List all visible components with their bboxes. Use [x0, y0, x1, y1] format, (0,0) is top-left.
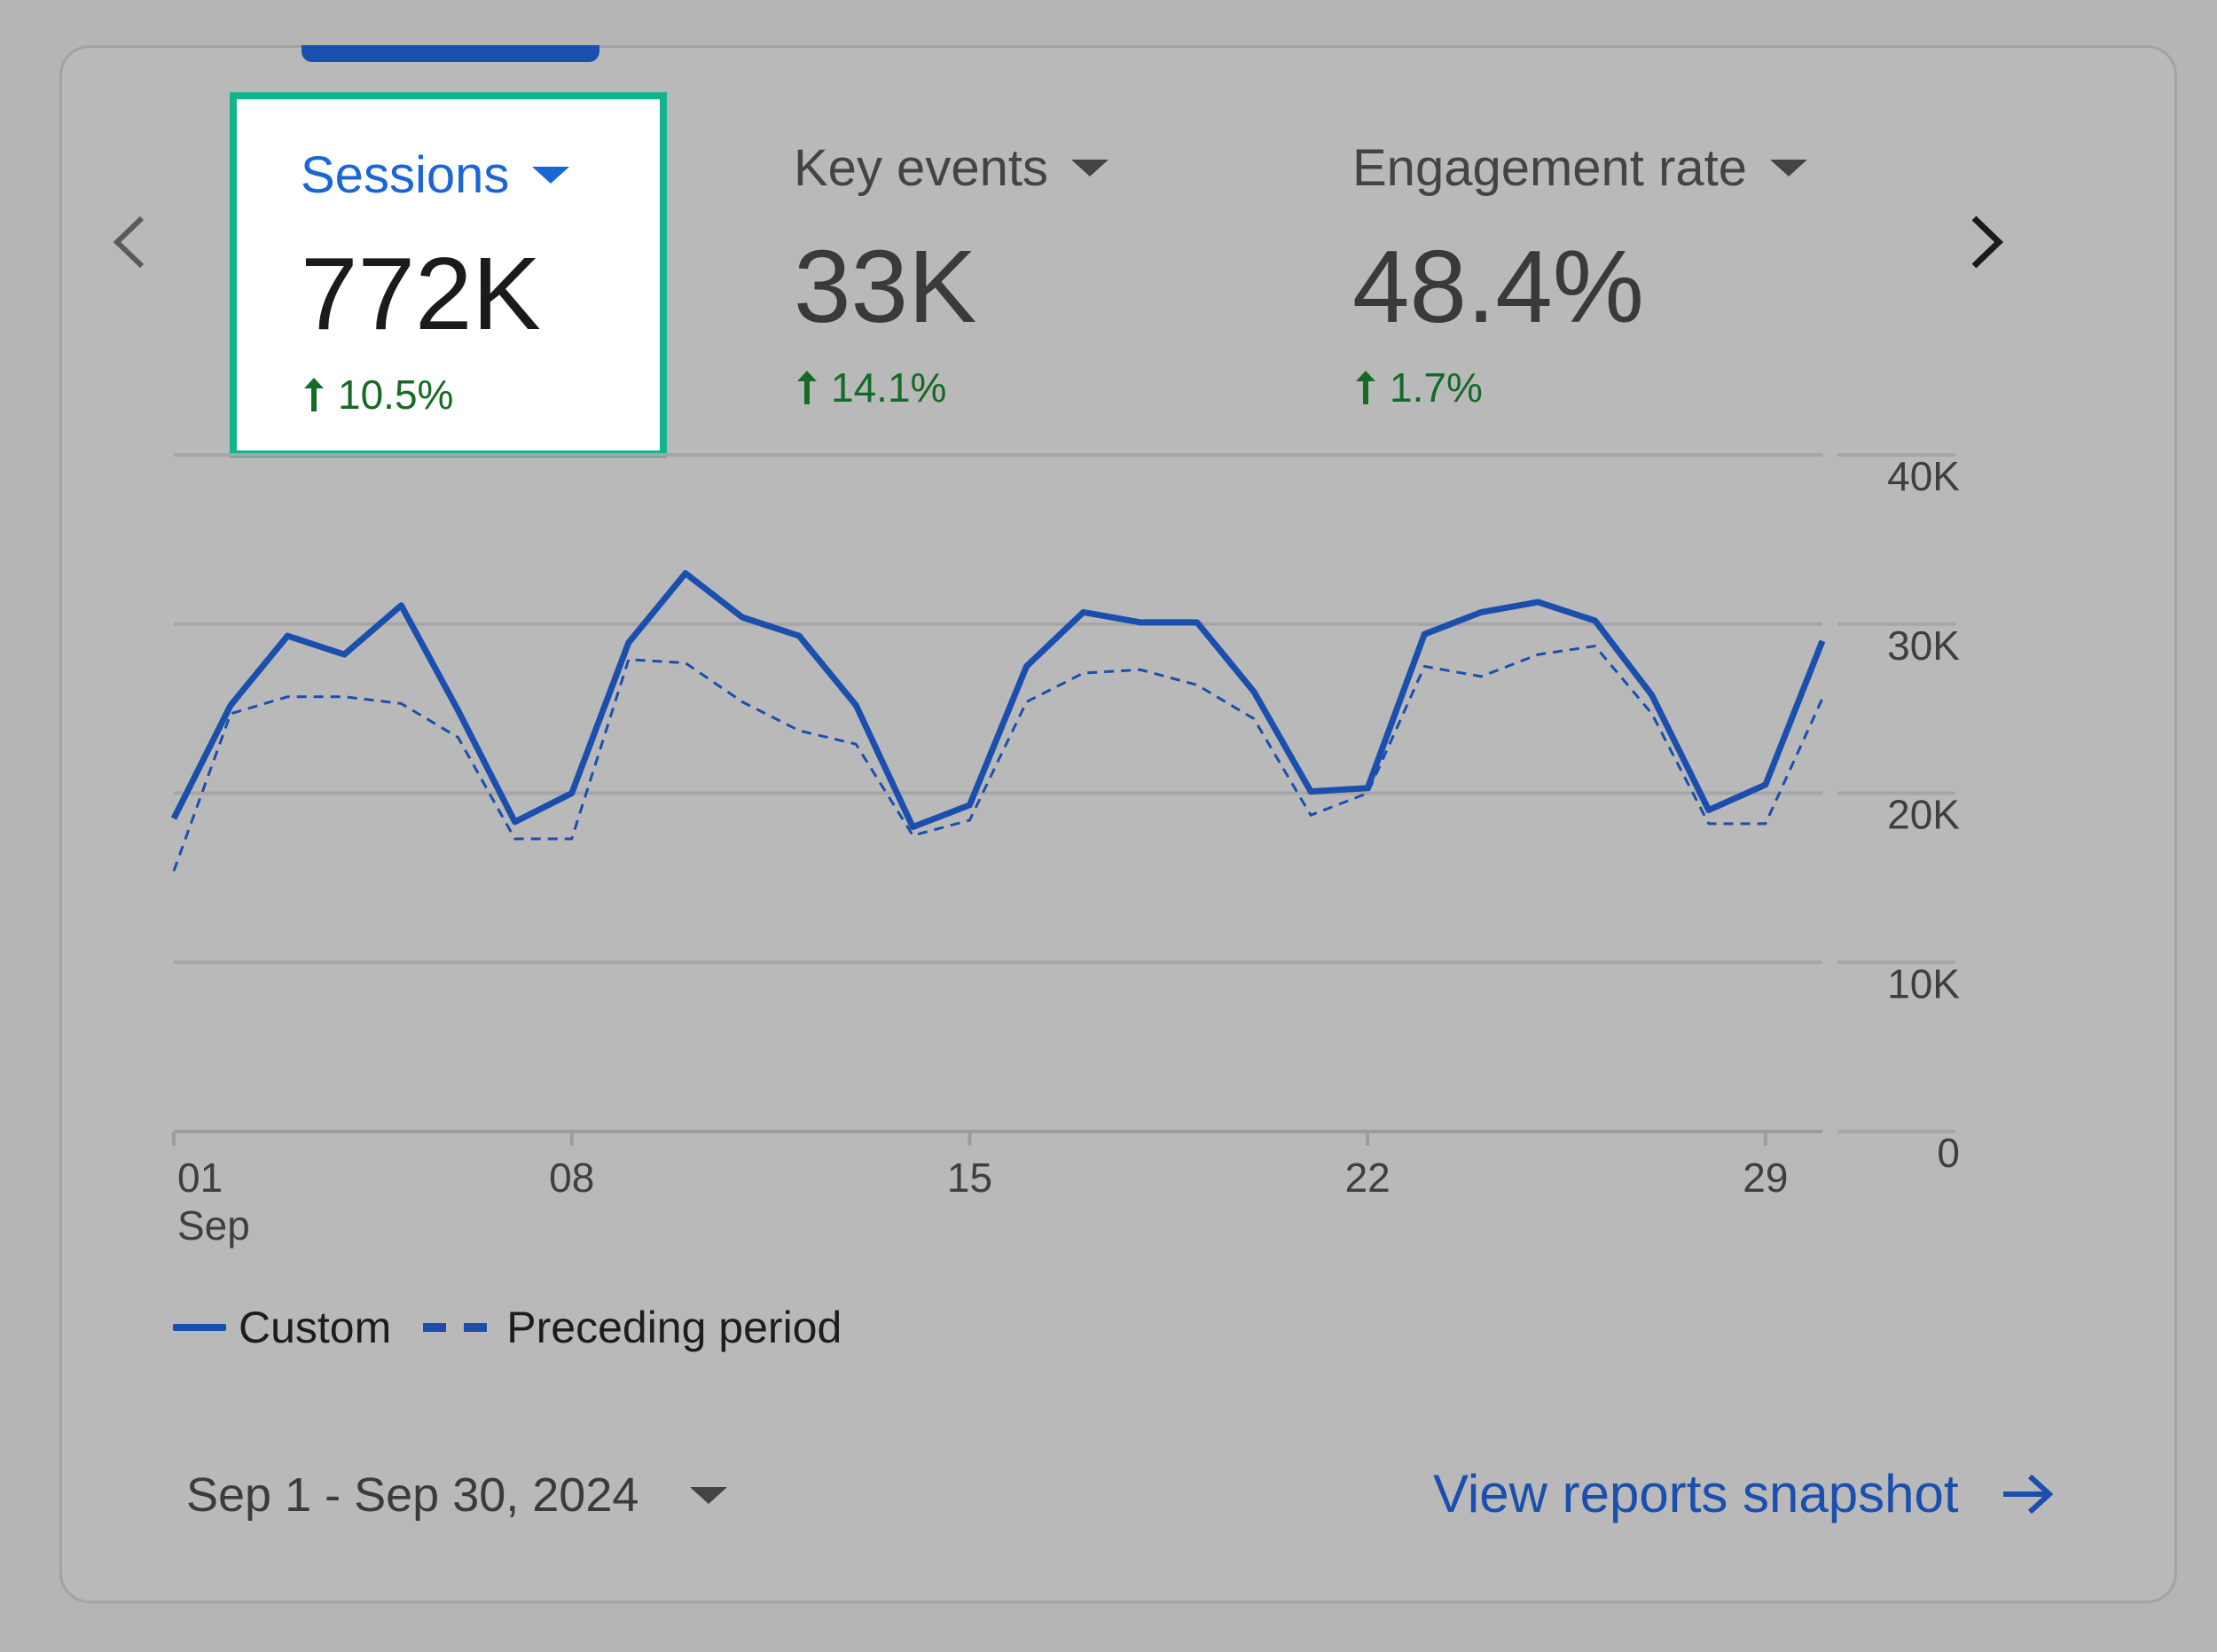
date-range-selector[interactable]: Sep 1 - Sep 30, 2024	[186, 1468, 728, 1523]
metric-label-text: Sessions	[301, 146, 510, 204]
metric-value: 772K	[301, 236, 541, 351]
legend-item-custom: Custom	[173, 1302, 391, 1353]
metric-value: 48.4%	[1352, 229, 1644, 344]
metric-label-text: Key events	[794, 139, 1048, 197]
chevron-left-icon[interactable]	[96, 202, 167, 282]
metric-change: 14.1%	[794, 364, 946, 411]
metric-label[interactable]: Key events	[794, 138, 1108, 198]
date-range-text: Sep 1 - Sep 30, 2024	[186, 1468, 639, 1522]
metric-change: 1.7%	[1352, 364, 1483, 411]
metric-label[interactable]: Engagement rate	[1352, 138, 1807, 198]
chart-legend: Custom Preceding period	[173, 1302, 873, 1353]
caret-down-icon	[690, 1486, 728, 1504]
metric-value: 33K	[794, 229, 977, 344]
legend-item-preceding-period: Preceding period	[423, 1302, 842, 1353]
metric-change-text: 1.7%	[1390, 364, 1483, 411]
legend-label: Preceding period	[506, 1303, 842, 1352]
metric-change: 10.5%	[301, 371, 453, 419]
arrow-up-icon	[794, 368, 820, 407]
chevron-right-icon[interactable]	[1951, 202, 2022, 282]
metric-label-text: Engagement rate	[1352, 139, 1747, 197]
metric-change-text: 14.1%	[831, 364, 947, 411]
active-tab-indicator	[302, 45, 599, 62]
metric-label[interactable]: Sessions	[301, 145, 570, 205]
view-link-text: View reports snapshot	[1433, 1464, 1959, 1523]
arrow-up-icon	[1352, 368, 1379, 407]
view-reports-snapshot-link[interactable]: View reports snapshot	[1433, 1463, 2056, 1524]
caret-down-icon	[1769, 160, 1807, 176]
metric-card-key-events[interactable]: Key events 33K 14.1%	[736, 92, 1233, 458]
legend-swatch-dashed	[423, 1323, 491, 1332]
metric-card-engagement-rate[interactable]: Engagement rate 48.4% 1.7%	[1295, 92, 1915, 458]
metric-card-sessions[interactable]: Sessions 772K 10.5%	[230, 92, 667, 458]
legend-label: Custom	[239, 1303, 392, 1352]
arrow-up-icon	[301, 375, 327, 414]
legend-swatch-solid	[173, 1324, 226, 1331]
arrow-right-icon	[2000, 1469, 2056, 1519]
metric-change-text: 10.5%	[338, 372, 454, 418]
caret-down-icon	[1070, 160, 1108, 176]
caret-down-icon	[532, 167, 570, 184]
